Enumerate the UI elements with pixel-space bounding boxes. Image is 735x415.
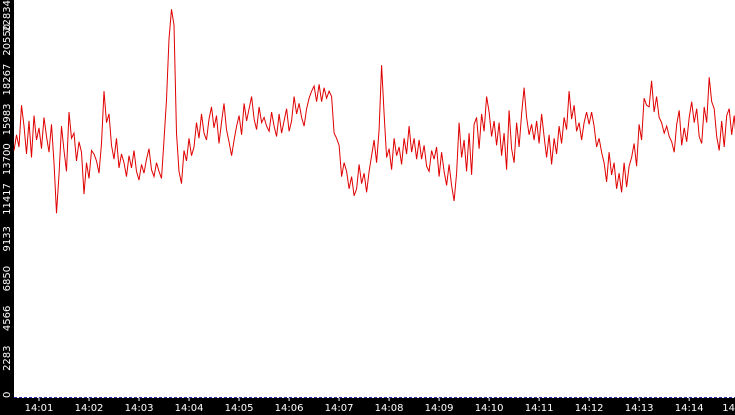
y-tick-label: 11417	[2, 183, 13, 215]
y-tick-label: 0	[2, 392, 13, 398]
y-tick-label: 20550	[2, 24, 13, 56]
series-line	[13, 9, 735, 214]
y-tick-label: 9133	[2, 226, 13, 251]
x-tick-label: 14:14	[675, 403, 704, 414]
x-tick-label: 14:10	[475, 403, 504, 414]
x-tick-label: 14:01	[25, 403, 54, 414]
y-tick-label: 22834	[2, 0, 13, 32]
x-axis: 14:01 14:02 14:03 14:04 14:05 14:06 14:07 14:08…	[14, 397, 735, 414]
x-tick-label: 14	[722, 403, 735, 414]
x-tick-label: 14:13	[625, 403, 654, 414]
y-tick-label: 15983	[2, 104, 13, 136]
y-axis: 0 2283 4566 6850 9133 11417 13700 15983 18267 205…	[2, 0, 13, 398]
x-tick-label: 14:05	[225, 403, 254, 414]
x-tick-label: 14:09	[425, 403, 454, 414]
x-tick-label: 14:12	[575, 403, 604, 414]
x-tick-label: 14:11	[525, 403, 554, 414]
plot-background	[14, 0, 735, 398]
y-tick-label: 6850	[2, 266, 13, 291]
y-tick-label: 4566	[2, 306, 13, 331]
x-tick-label: 14:04	[175, 403, 204, 414]
x-tick-label: 14:06	[275, 403, 304, 414]
x-tick-label: 14:08	[375, 403, 404, 414]
series-group	[13, 9, 735, 214]
y-tick-label: 2283	[2, 345, 13, 370]
y-tick-label: 18267	[2, 64, 13, 96]
x-tick-label: 14:07	[325, 403, 354, 414]
x-tick-label: 14:03	[125, 403, 154, 414]
x-tick-label: 14:02	[75, 403, 104, 414]
y-tick-label: 13700	[2, 143, 13, 175]
